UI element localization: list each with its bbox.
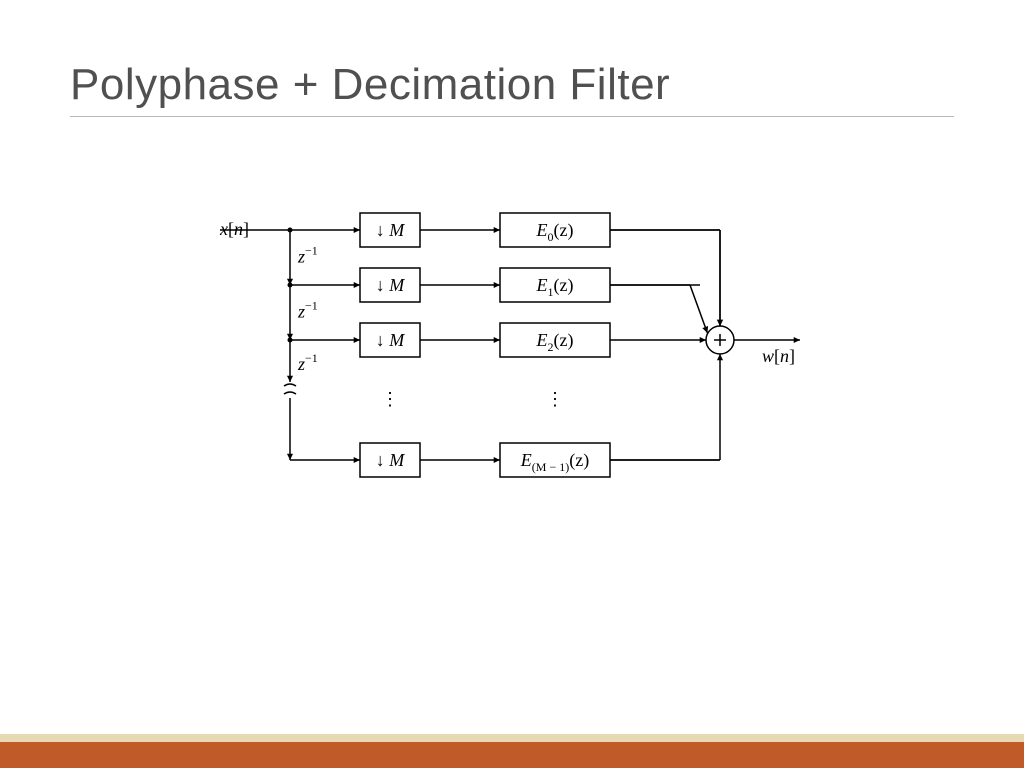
- footer-bar: [0, 734, 1024, 768]
- svg-text:↓ M: ↓ M: [376, 275, 406, 295]
- svg-text:z−1: z−1: [297, 351, 318, 374]
- title-block: Polyphase + Decimation Filter: [70, 60, 954, 125]
- svg-text:↓ M: ↓ M: [376, 220, 406, 240]
- svg-text:↓ M: ↓ M: [376, 450, 406, 470]
- footer-stripe-top: [0, 734, 1024, 742]
- footer-stripe-main: [0, 742, 1024, 768]
- svg-text:z−1: z−1: [297, 299, 318, 322]
- svg-text:↓ M: ↓ M: [376, 330, 406, 350]
- svg-text:⋮: ⋮: [546, 389, 564, 409]
- svg-text:z−1: z−1: [297, 244, 318, 267]
- title-rule: [70, 116, 954, 117]
- svg-text:⋮: ⋮: [381, 389, 399, 409]
- polyphase-diagram: x[n]z−1z−1z−1↓ ME0(z)↓ ME1(z)↓ ME2(z)↓ M…: [210, 200, 830, 570]
- svg-text:w[n]: w[n]: [762, 346, 795, 366]
- slide-title: Polyphase + Decimation Filter: [70, 60, 954, 110]
- svg-text:x[n]: x[n]: [219, 219, 249, 239]
